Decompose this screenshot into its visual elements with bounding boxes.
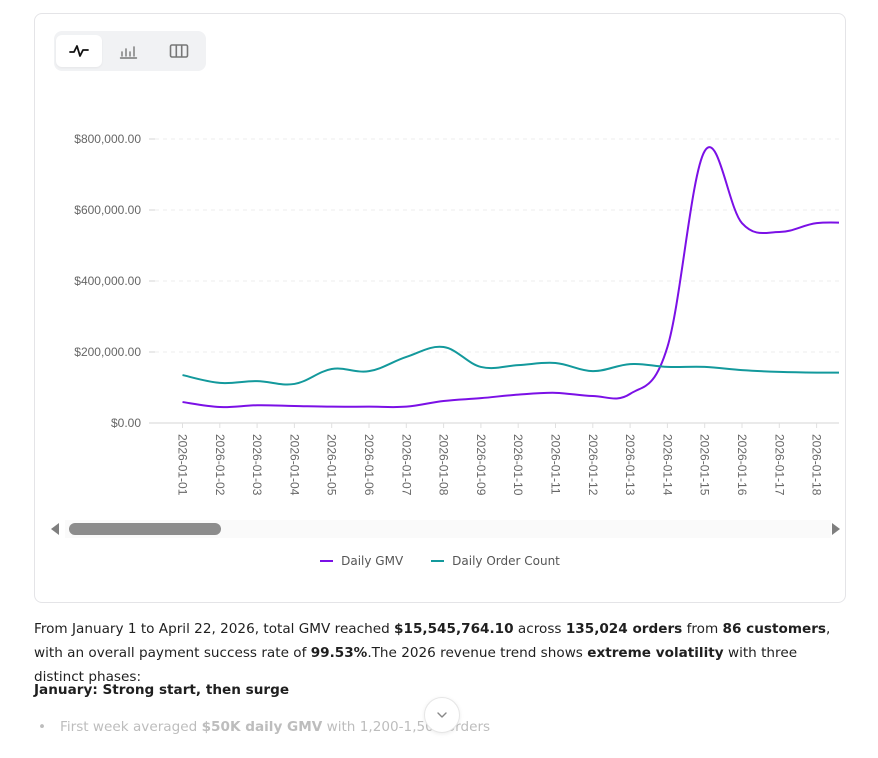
horizontal-scrollbar[interactable] [51, 520, 840, 538]
bold-text: 99.53% [310, 645, 368, 661]
x-tick-label: 2026-01-15 [698, 434, 712, 496]
bold-text: extreme volatility [587, 645, 724, 661]
scroll-left-arrow-icon[interactable] [51, 523, 59, 535]
text-run: , with an overall payment success rate o… [34, 621, 831, 661]
x-tick-label: 2026-01-16 [735, 434, 749, 496]
chevron-down-icon [437, 712, 447, 718]
x-tick-label: 2026-01-04 [287, 434, 301, 496]
series-line-daily-gmv [182, 146, 839, 409]
grid [155, 138, 839, 424]
legend-item-daily-gmv[interactable]: Daily GMV [320, 554, 403, 568]
text-run: From January 1 to April 22, 2026, total … [34, 621, 395, 637]
x-tick-label: 2026-01-07 [399, 434, 413, 496]
table-columns-icon [169, 44, 189, 58]
legend-swatch-daily-order-count [431, 560, 445, 562]
bold-text: $50K daily GMV [201, 719, 323, 735]
x-tick-label: 2026-01-05 [325, 434, 339, 496]
x-tick-label: 2026-01-11 [549, 434, 563, 495]
scrollbar-track[interactable] [65, 520, 831, 538]
chart-card: $0.00 $200,000.00 $400,000.00 $600,000.00 $8… [34, 13, 846, 603]
section-heading: January: Strong start, then surge [34, 682, 290, 698]
x-tick-label: 2026-01-09 [474, 434, 488, 496]
text-run: First week averaged [60, 719, 202, 735]
series-line-daily-order-count [182, 345, 839, 386]
chart-legend: Daily GMV Daily Order Count [35, 554, 845, 568]
x-tick-label: 2026-01-17 [772, 434, 786, 496]
legend-label: Daily GMV [341, 554, 404, 568]
bar-chart-view-button[interactable] [106, 35, 152, 67]
chart-view-switcher [54, 31, 206, 71]
summary-paragraph: From January 1 to April 22, 2026, total … [34, 617, 844, 689]
scroll-down-button[interactable] [424, 697, 460, 733]
text-run: .The 2026 revenue trend shows [367, 645, 588, 661]
y-axis: $0.00 $200,000.00 $400,000.00 $600,000.00 $8… [74, 132, 155, 430]
x-axis: 2026-01-01 2026-01-02 2026-01-03 2026-01-04… [176, 423, 824, 496]
x-tick-label: 2026-01-10 [511, 434, 525, 496]
text-run: from [682, 621, 723, 637]
x-tick-label: 2026-01-01 [176, 434, 190, 496]
text-run: with three distinct phases: [34, 645, 798, 685]
x-tick-label: 2026-01-14 [660, 434, 674, 496]
x-tick-label: 2026-01-08 [437, 434, 451, 496]
text-run: with 1,200-1,500 orders [322, 719, 491, 735]
y-tick-label: $200,000.00 [74, 345, 141, 359]
x-tick-label: 2026-01-18 [810, 434, 824, 496]
x-tick-label: 2026-01-12 [586, 434, 600, 496]
text-run: across [513, 621, 566, 637]
scrollbar-thumb[interactable] [69, 523, 221, 535]
bold-text: 135,024 orders [565, 621, 683, 637]
series [182, 146, 839, 409]
y-tick-label: $0.00 [111, 416, 141, 430]
line-chart: $0.00 $200,000.00 $400,000.00 $600,000.00 $8… [51, 132, 840, 538]
bold-text: 86 customers [722, 621, 827, 637]
legend-swatch-daily-gmv [320, 560, 334, 562]
x-tick-label: 2026-01-06 [362, 434, 376, 496]
x-tick-label: 2026-01-03 [250, 434, 264, 496]
legend-item-daily-order-count[interactable]: Daily Order Count [431, 554, 560, 568]
x-tick-label: 2026-01-02 [213, 434, 227, 496]
line-chart-icon [69, 45, 89, 57]
legend-label: Daily Order Count [452, 554, 560, 568]
x-tick-label: 2026-01-13 [623, 434, 637, 496]
scroll-right-arrow-icon[interactable] [832, 523, 840, 535]
line-chart-view-button[interactable] [56, 35, 102, 67]
y-tick-label: $800,000.00 [74, 132, 141, 146]
y-tick-label: $400,000.00 [74, 274, 141, 288]
bold-text: $15,545,764.10 [394, 621, 514, 637]
y-tick-label: $600,000.00 [74, 203, 141, 217]
bar-chart-icon [119, 46, 138, 59]
table-view-button[interactable] [156, 35, 202, 67]
